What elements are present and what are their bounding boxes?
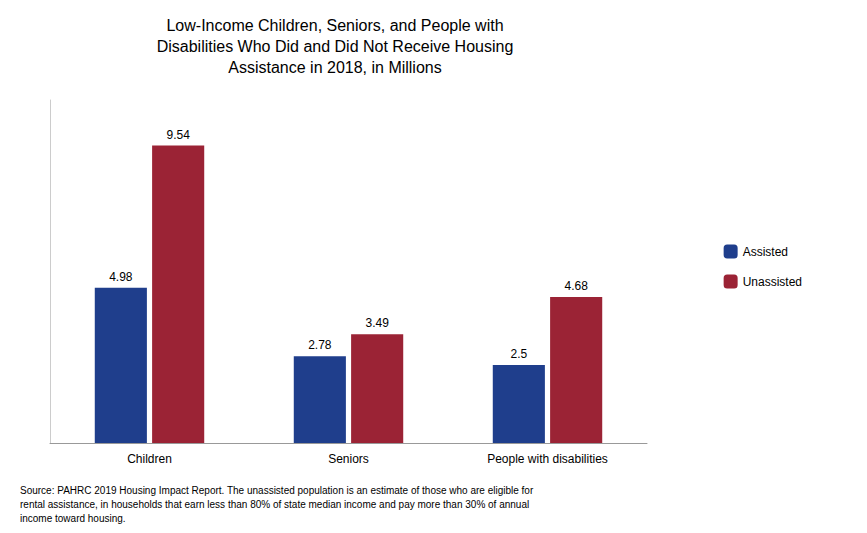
svg-text:2.5: 2.5 <box>510 347 527 361</box>
svg-text:Children: Children <box>127 452 172 466</box>
svg-text:Seniors: Seniors <box>328 452 369 466</box>
svg-text:2.78: 2.78 <box>308 338 332 352</box>
svg-text:Disabilities Who Did and Did N: Disabilities Who Did and Did Not Receive… <box>157 38 514 55</box>
svg-text:rental assistance, in househol: rental assistance, in households that ea… <box>20 499 529 510</box>
svg-text:Unassisted: Unassisted <box>743 275 802 289</box>
svg-text:4.98: 4.98 <box>109 270 133 284</box>
svg-text:Assisted: Assisted <box>743 245 788 259</box>
svg-text:income toward housing.: income toward housing. <box>20 513 126 524</box>
svg-text:People with disabilities: People with disabilities <box>487 452 608 466</box>
svg-text:Low-Income Children, Seniors,: Low-Income Children, Seniors, and People… <box>166 17 503 34</box>
svg-text:Source: PAHRC 2019 Housing Imp: Source: PAHRC 2019 Housing Impact Report… <box>20 485 534 496</box>
svg-text:Assistance in 2018, in Million: Assistance in 2018, in Millions <box>228 59 441 76</box>
svg-text:4.68: 4.68 <box>564 279 588 293</box>
svg-text:3.49: 3.49 <box>365 316 389 330</box>
svg-text:9.54: 9.54 <box>166 128 190 142</box>
